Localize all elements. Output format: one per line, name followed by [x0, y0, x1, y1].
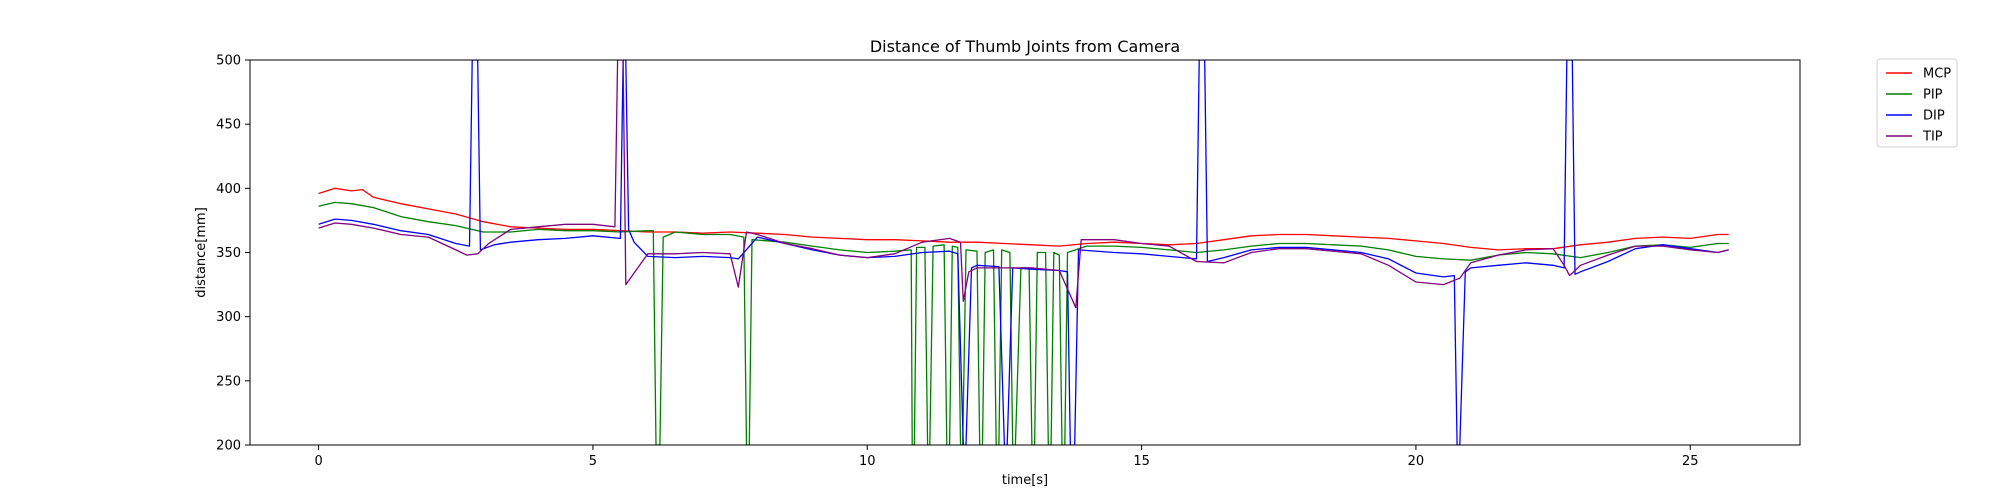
legend-label-tip: TIP [1922, 130, 1943, 145]
chart-title: Distance of Thumb Joints from Camera [870, 37, 1180, 56]
series-line-pip [318, 201, 1729, 445]
series-line-dip [318, 60, 1729, 445]
legend-label-dip: DIP [1923, 109, 1945, 124]
legend-label-mcp: MCP [1923, 67, 1951, 82]
y-tick-label: 350 [216, 246, 241, 261]
y-tick-label: 200 [216, 439, 241, 454]
x-tick-label: 25 [1682, 454, 1699, 469]
series-line-mcp [318, 187, 1729, 251]
y-tick-label: 400 [216, 182, 241, 197]
x-axis-label: time[s] [1002, 473, 1048, 488]
x-tick-label: 15 [1133, 454, 1150, 469]
x-tick-label: 20 [1408, 454, 1425, 469]
y-axis: 200 250 300 350 400 450 500 [216, 54, 250, 454]
y-tick-label: 500 [216, 54, 241, 69]
y-tick-label: 450 [216, 118, 241, 133]
x-tick-label: 5 [589, 454, 597, 469]
legend: MCP PIP DIP TIP [1876, 58, 1958, 148]
series-line-tip [318, 60, 1729, 309]
x-tick-label: 10 [859, 454, 876, 469]
y-tick-label: 300 [216, 310, 241, 325]
x-axis: 0 5 10 15 20 25 [314, 445, 1699, 469]
y-tick-label: 250 [216, 374, 241, 389]
plot-frame [249, 59, 1801, 446]
x-tick-label: 0 [314, 454, 322, 469]
legend-box [1876, 58, 1958, 148]
legend-label-pip: PIP [1923, 88, 1943, 103]
series-layer [318, 60, 1729, 445]
y-axis-label: distance[mm] [194, 207, 209, 298]
